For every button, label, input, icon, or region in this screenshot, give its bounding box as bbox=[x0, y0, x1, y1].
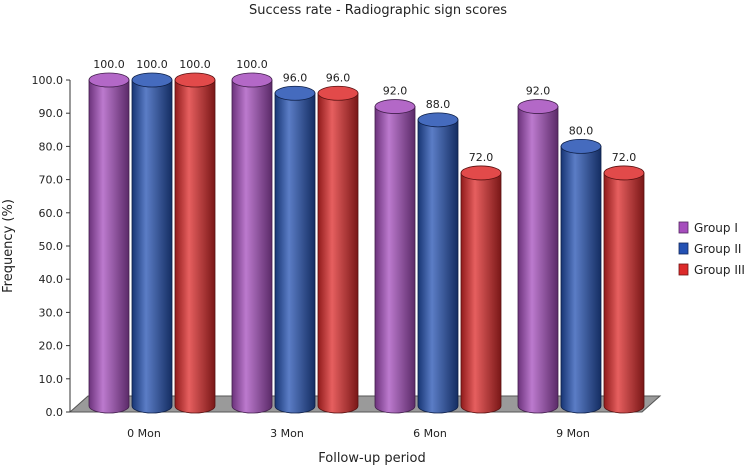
bar-top bbox=[274, 85, 316, 101]
bar: 80.0 bbox=[560, 124, 602, 414]
y-tick-label: 100.0 bbox=[32, 74, 64, 87]
legend-swatch bbox=[678, 242, 689, 255]
bar: 100.0 bbox=[231, 58, 273, 414]
bar: 100.0 bbox=[88, 58, 130, 414]
data-label: 88.0 bbox=[426, 98, 451, 111]
bars: 100.0 100.0 100.0 100.0 96.0 96.0 92.0 88.0 72.0… bbox=[88, 58, 645, 414]
bar-top bbox=[603, 165, 645, 181]
data-label: 80.0 bbox=[569, 124, 594, 137]
bar: 96.0 bbox=[274, 71, 316, 414]
bar-top bbox=[88, 72, 130, 88]
y-tick-label: 50.0 bbox=[39, 240, 64, 253]
y-axis: 0.0 10.0 20.0 30.0 40.0 50.0 60.0 70.0 80.0 90.0 1… bbox=[32, 74, 71, 419]
y-tick-label: 10.0 bbox=[39, 373, 64, 386]
bar-body bbox=[131, 79, 173, 414]
data-label: 72.0 bbox=[612, 151, 637, 164]
bar-body bbox=[174, 79, 216, 414]
x-axis: 0 Mon 3 Mon 6 Mon 9 Mon bbox=[127, 427, 590, 440]
x-tick-label: 3 Mon bbox=[270, 427, 304, 440]
y-tick-label: 60.0 bbox=[39, 207, 64, 220]
chart-floor-plane bbox=[68, 395, 662, 413]
bar: 100.0 bbox=[131, 58, 173, 414]
data-label: 100.0 bbox=[236, 58, 268, 71]
bar-body bbox=[603, 172, 645, 414]
bar-top bbox=[231, 72, 273, 88]
y-tick-label: 0.0 bbox=[46, 406, 64, 419]
x-tick-label: 0 Mon bbox=[127, 427, 161, 440]
bar-top bbox=[174, 72, 216, 88]
data-label: 96.0 bbox=[326, 71, 351, 84]
data-label: 92.0 bbox=[383, 85, 408, 98]
legend: Group I Group II Group III bbox=[678, 221, 745, 277]
bar: 92.0 bbox=[517, 85, 559, 414]
bar-top bbox=[417, 112, 459, 128]
bar-body bbox=[560, 146, 602, 414]
y-axis-title: Frequency (%) bbox=[1, 199, 16, 293]
y-tick-label: 70.0 bbox=[39, 174, 64, 187]
bar: 72.0 bbox=[460, 151, 502, 414]
bar-top bbox=[460, 165, 502, 181]
data-label: 100.0 bbox=[136, 58, 168, 71]
bar-body bbox=[274, 92, 316, 414]
legend-swatch bbox=[678, 221, 689, 234]
bar: 72.0 bbox=[603, 151, 645, 414]
x-axis-title: Follow-up period bbox=[318, 451, 426, 466]
bar-top bbox=[560, 138, 602, 154]
x-tick-label: 6 Mon bbox=[413, 427, 447, 440]
legend-label: Group I bbox=[694, 221, 738, 235]
legend-label: Group III bbox=[694, 263, 745, 277]
data-label: 96.0 bbox=[283, 71, 308, 84]
chart-floor bbox=[68, 395, 662, 413]
y-tick-label: 90.0 bbox=[39, 107, 64, 120]
bar-body bbox=[517, 106, 559, 414]
legend-swatch bbox=[678, 263, 689, 276]
bar-body bbox=[460, 172, 502, 414]
bar-top bbox=[131, 72, 173, 88]
bar-top bbox=[374, 99, 416, 114]
bar-body bbox=[317, 92, 359, 414]
bar: 96.0 bbox=[317, 71, 359, 414]
data-label: 100.0 bbox=[179, 58, 211, 71]
y-tick-label: 30.0 bbox=[39, 306, 64, 319]
data-label: 92.0 bbox=[526, 85, 551, 98]
y-tick-label: 80.0 bbox=[39, 140, 64, 153]
y-tick-label: 40.0 bbox=[39, 273, 64, 286]
bar: 92.0 bbox=[374, 85, 416, 414]
chart-title: Success rate - Radiographic sign scores bbox=[249, 3, 507, 18]
y-tick-label: 20.0 bbox=[39, 340, 64, 353]
x-tick-label: 9 Mon bbox=[556, 427, 590, 440]
bar-body bbox=[88, 79, 130, 414]
bar: 100.0 bbox=[174, 58, 216, 414]
bar-top bbox=[317, 85, 359, 101]
bar-top bbox=[517, 99, 559, 114]
bar-body bbox=[417, 119, 459, 414]
data-label: 100.0 bbox=[93, 58, 125, 71]
data-label: 72.0 bbox=[469, 151, 494, 164]
bar-body bbox=[231, 79, 273, 414]
bar-body bbox=[374, 106, 416, 414]
bar: 88.0 bbox=[417, 98, 459, 414]
legend-label: Group II bbox=[694, 242, 741, 256]
